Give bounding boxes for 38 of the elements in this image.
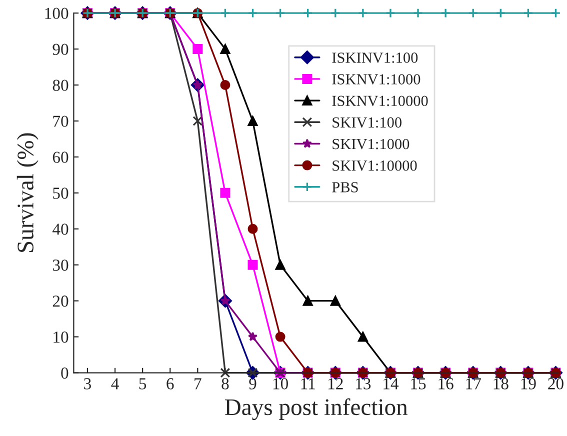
x-tick-label: 17 bbox=[466, 378, 481, 390]
x-tick-label: 20 bbox=[548, 378, 564, 390]
x-tick-label: 18 bbox=[494, 378, 508, 390]
legend-label: SKIV1:100 bbox=[332, 117, 402, 128]
y-tick-label: 80 bbox=[52, 80, 68, 91]
x-tick-label: 6 bbox=[166, 378, 174, 390]
legend-label: ISKINV1:100 bbox=[332, 52, 418, 63]
x-tick-label: 19 bbox=[521, 378, 536, 390]
y-tick-label: 40 bbox=[52, 224, 68, 235]
y-tick-label: 60 bbox=[52, 152, 68, 163]
legend-label: ISKNV1:10000 bbox=[332, 96, 428, 106]
y-tick-label: 90 bbox=[52, 44, 68, 55]
x-tick-label: 15 bbox=[411, 378, 426, 390]
y-tick-label: 0 bbox=[61, 367, 68, 379]
x-axis-title: Days post infection bbox=[224, 398, 408, 420]
x-tick-label: 7 bbox=[194, 378, 202, 390]
x-tick-label: 10 bbox=[273, 378, 288, 390]
y-tick-label: 70 bbox=[53, 116, 68, 127]
x-tick-label: 9 bbox=[249, 378, 256, 390]
x-tick-label: 8 bbox=[222, 378, 229, 390]
y-tick-label: 30 bbox=[52, 260, 68, 271]
legend-label: PBS bbox=[332, 182, 358, 192]
y-tick-label: 50 bbox=[53, 188, 68, 199]
x-tick-label: 13 bbox=[356, 378, 371, 390]
x-tick-label: 11 bbox=[301, 378, 315, 390]
x-tick-label: 3 bbox=[84, 378, 91, 390]
x-tick-label: 14 bbox=[384, 378, 399, 390]
y-tick-label: 10 bbox=[54, 332, 68, 343]
y-axis-title: Survival (%) bbox=[16, 133, 38, 252]
x-tick-label: 5 bbox=[139, 378, 146, 390]
legend-label: ISKNV1:1000 bbox=[332, 74, 420, 85]
legend-label: SKIV1:10000 bbox=[332, 160, 417, 171]
x-tick-label: 16 bbox=[438, 378, 454, 390]
y-tick-label: 100 bbox=[45, 8, 68, 20]
y-tick-label: 20 bbox=[52, 296, 68, 307]
x-tick-label: 12 bbox=[328, 378, 343, 390]
legend-label: SKIV1:1000 bbox=[332, 138, 410, 150]
x-tick-label: 4 bbox=[111, 378, 119, 390]
